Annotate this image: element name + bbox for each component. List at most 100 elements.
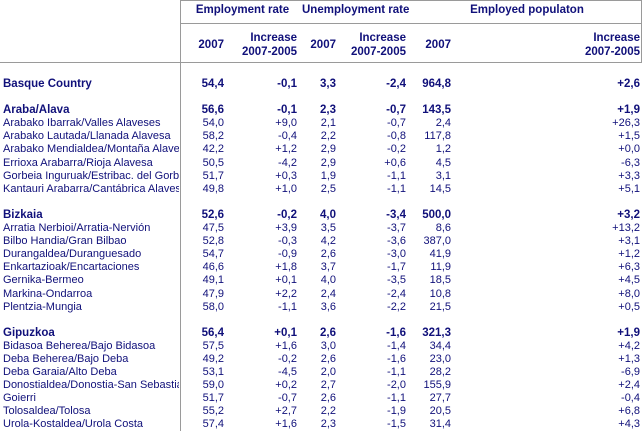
cell-value: 2,5 [320,182,336,195]
cell-value: 2,0 [320,366,336,379]
header-right-border [641,0,642,62]
cell-value: 49,1 [202,274,224,287]
cell-value: 2,9 [320,143,336,156]
table-row: Markina-Ondarroa 47,9 +2,2 2,4 -2,4 10,8 +8,0 [0,288,643,301]
cell-value: +0,2 [275,379,297,392]
table-row: Bidasoa Beherea/Bajo Bidasoa 57,5 +1,6 3,0 -… [0,340,643,353]
cell-value: 387,0 [423,235,451,248]
header-employed-population: Employed populaton [470,4,584,16]
subheader-year: 2007 [425,39,451,51]
table-row: Urola-Kostaldea/Urola Costa 57,4 +1,6 2,3 -1… [0,418,643,431]
cell-value: +1,2 [275,143,297,156]
increase-period: 2007-2005 [351,46,406,58]
cell-value: -0,2 [277,208,297,221]
cell-value: 2,1 [320,117,336,130]
row-label: Urola-Kostaldea/Urola Costa [3,418,144,431]
cell-value: 54,7 [202,248,224,261]
cell-value: -2,4 [386,78,406,90]
cell-value: 11,9 [430,261,451,274]
row-label: Durangaldea/Duranguesado [3,248,142,261]
cell-value: -4,5 [278,366,297,379]
cell-value: +9,0 [275,117,297,130]
row-label: Arratia Nerbioi/Arratia-Nervión [3,222,151,235]
group-row: Gipuzkoa 56,4 +0,1 2,6 -1,6 321,3 +1,9 [0,327,643,340]
cell-value: +1,2 [618,248,640,261]
row-label: Errioxa Arabarra/Rioja Alavesa [3,156,153,169]
cell-value: -0,4 [621,392,640,405]
cell-value: 42,2 [202,143,224,156]
cell-value: 10,8 [429,287,451,300]
cell-value: 3,5 [320,222,336,235]
increase-label: Increase [359,32,406,44]
cell-value: 2,7 [320,379,336,392]
cell-value: +2,7 [275,405,297,418]
row-label: Markina-Ondarroa [3,287,93,300]
cell-value: -4,2 [278,156,297,169]
cell-value: -1,4 [387,339,406,352]
cell-value: +3,2 [617,208,640,221]
cell-value: 2,3 [320,418,336,431]
cell-value: -3,4 [386,208,406,221]
cell-value: 59,0 [202,379,224,392]
cell-value: -0,1 [277,104,297,117]
cell-value: -0,9 [278,248,297,261]
table-row: Arratia Nerbioi/Arratia-Nervión 47,5 +3,9 3… [0,222,643,235]
cell-value: 117,8 [424,130,451,143]
column-divider [180,0,181,431]
header-unemployment-rate: Unemployment rate [302,4,410,16]
cell-value: 52,8 [202,235,224,248]
subheader-increase: Increase 2007-2005 [336,31,406,59]
spacer-row [0,91,643,104]
cell-value: 4,0 [320,208,336,221]
data-table: Basque Country 54,4 -0,1 3,3 -2,4 964,8 +2,6 Ar… [0,78,643,432]
cell-value: -0,3 [278,235,297,248]
cell-value: 27,7 [429,392,451,405]
cell-value: 21,5 [429,300,451,313]
cell-value: +0,3 [275,169,297,182]
cell-value: 4,0 [320,274,336,287]
cell-value: 2,4 [435,117,451,130]
table-row: Deba Beherea/Bajo Deba 49,2 -0,2 2,6 -1,6 23,… [0,353,643,366]
cell-value: 58,2 [202,130,224,143]
cell-value: +6,8 [618,405,640,418]
cell-value: 23,0 [429,352,451,365]
cell-value: 2,6 [320,326,336,339]
table-row: Arabako Ibarrak/Valles Alaveses 54,0 +9,0 2… [0,117,643,130]
table-row: Tolosaldea/Tolosa 55,2 +2,7 2,2 -1,9 20,5 +6,8 [0,405,643,418]
cell-value: 18,5 [429,274,451,287]
cell-value: -1,1 [387,182,406,195]
cell-value: -1,1 [278,300,297,313]
header-employment-rate: Employment rate [195,4,290,16]
row-label: Kantauri Arabarra/Cantábrica Alavesa [3,182,179,195]
cell-value: +1,5 [618,130,640,143]
cell-value: +1,8 [275,261,297,274]
cell-value: 58,0 [202,300,224,313]
cell-value: +1,6 [275,339,297,352]
cell-value: +0,5 [618,300,640,313]
row-label: Arabako Ibarrak/Valles Alaveses [3,117,161,130]
cell-value: 55,2 [202,405,224,418]
cell-value: 1,9 [320,169,336,182]
cell-value: +1,9 [617,326,640,339]
cell-value: 53,1 [202,366,224,379]
cell-value: 57,4 [202,418,224,431]
row-label: Enkartazioak/Encartaciones [3,261,140,274]
cell-value: -1,1 [387,169,406,182]
cell-value: +1,0 [275,182,297,195]
cell-value: 2,2 [320,405,336,418]
table-row: Gorbeia Inguruak/Estribac. del Gorbea 51,… [0,170,643,183]
table-row: Enkartazioak/Encartaciones 46,6 +1,8 3,7 -1,… [0,261,643,274]
cell-value: 49,8 [202,182,224,195]
cell-value: +4,3 [618,418,640,431]
cell-value: 51,7 [202,392,224,405]
table-row: Durangaldea/Duranguesado 54,7 -0,9 2,6 -3,0 4… [0,248,643,261]
table-row: Bilbo Handia/Gran Bilbao 52,8 -0,3 4,2 -3,6 3… [0,235,643,248]
table-row: Goierri 51,7 -0,7 2,6 -1,1 27,7 -0,4 [0,392,643,405]
table-row: Kantauri Arabarra/Cantábrica Alavesa 49,8… [0,183,643,196]
cell-value: 3,7 [320,261,336,274]
row-label: Deba Beherea/Bajo Deba [3,352,129,365]
group-row: Basque Country 54,4 -0,1 3,3 -2,4 964,8 +2,6 [0,78,643,91]
cell-value: 3,3 [320,78,336,90]
cell-value: 3,1 [435,169,451,182]
cell-value: 4,2 [320,235,336,248]
